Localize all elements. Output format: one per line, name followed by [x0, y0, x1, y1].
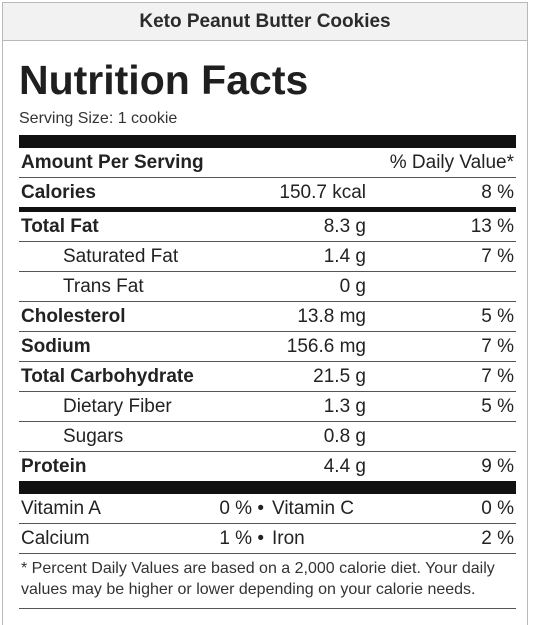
nutrient-row-total-fat: Total Fat 8.3 g 13 %	[19, 212, 516, 242]
calories-label: Calories	[21, 182, 96, 203]
amount-per-serving-label: Amount Per Serving	[21, 152, 204, 173]
nutrient-dv: 13 %	[470, 216, 514, 237]
daily-value-header: % Daily Value*	[389, 152, 514, 173]
vitamin-value: 0 %	[481, 498, 514, 519]
medium-divider	[19, 207, 516, 212]
nutrient-name: Sugars	[63, 426, 124, 447]
nutrition-facts-label: Nutrition Facts Serving Size: 1 cookie A…	[19, 60, 516, 609]
serving-size: Serving Size: 1 cookie	[19, 110, 178, 127]
nutrient-row-dietary-fiber: Dietary Fiber 1.3 g 5 %	[19, 392, 516, 422]
nutrient-row-cholesterol: Cholesterol 13.8 mg 5 %	[19, 302, 516, 332]
nutrient-name: Sodium	[21, 336, 91, 357]
calories-row: Calories 150.7 kcal 8 %	[19, 178, 516, 207]
daily-value-footnote: * Percent Daily Values are based on a 2,…	[21, 560, 495, 598]
vitamin-row: Calcium 1 % • Iron 2 %	[19, 524, 516, 554]
nutrient-row-protein: Protein 4.4 g 9 %	[19, 452, 516, 481]
vitamin-name: Vitamin A	[21, 498, 101, 519]
nutrient-name: Dietary Fiber	[63, 396, 172, 417]
thick-divider	[19, 135, 516, 148]
vitamin-value: 1 % •	[219, 528, 264, 549]
nutrient-amount: 0 g	[339, 276, 366, 297]
header-row: Amount Per Serving % Daily Value*	[19, 148, 516, 178]
nutrient-amount: 1.4 g	[323, 246, 366, 267]
nutrient-name: Total Carbohydrate	[21, 366, 194, 387]
calories-amount: 150.7 kcal	[279, 182, 366, 203]
nutrient-dv: 5 %	[481, 396, 514, 417]
nutrient-row-saturated-fat: Saturated Fat 1.4 g 7 %	[19, 242, 516, 272]
nutrient-amount: 13.8 mg	[297, 306, 366, 327]
nutrient-row-sodium: Sodium 156.6 mg 7 %	[19, 332, 516, 362]
vitamin-name: Vitamin C	[272, 498, 355, 519]
nutrient-row-total-carbohydrate: Total Carbohydrate 21.5 g 7 %	[19, 362, 516, 392]
nutrient-amount: 21.5 g	[313, 366, 366, 387]
vitamin-name: Calcium	[21, 528, 90, 549]
nutrient-amount: 156.6 mg	[286, 336, 366, 357]
nutrient-amount: 8.3 g	[323, 216, 366, 237]
nutrient-name: Saturated Fat	[63, 246, 179, 267]
nutrient-name: Trans Fat	[63, 276, 144, 297]
nutrient-row-sugars: Sugars 0.8 g	[19, 422, 516, 452]
nutrient-dv: 7 %	[481, 246, 514, 267]
nutrient-amount: 1.3 g	[323, 396, 366, 417]
calories-dv: 8 %	[481, 182, 514, 203]
nutrient-amount: 0.8 g	[323, 426, 366, 447]
nutrient-dv: 5 %	[481, 306, 514, 327]
recipe-title: Keto Peanut Butter Cookies	[3, 3, 527, 41]
thick-divider	[19, 481, 516, 494]
nutrient-name: Cholesterol	[21, 306, 126, 327]
nutrient-name: Protein	[21, 456, 87, 477]
nutrient-amount: 4.4 g	[323, 456, 366, 477]
vitamin-value: 2 %	[481, 528, 514, 549]
nutrient-dv: 9 %	[481, 456, 514, 477]
nutrient-dv: 7 %	[481, 336, 514, 357]
nutrient-name: Total Fat	[21, 216, 99, 237]
nutrient-dv: 7 %	[481, 366, 514, 387]
bottom-divider	[19, 608, 516, 609]
vitamin-row: Vitamin A 0 % • Vitamin C 0 %	[19, 494, 516, 524]
vitamin-name: Iron	[272, 528, 305, 549]
vitamin-value: 0 % •	[219, 498, 264, 519]
nutrition-facts-title: Nutrition Facts	[19, 57, 309, 103]
nutrient-row-trans-fat: Trans Fat 0 g	[19, 272, 516, 302]
